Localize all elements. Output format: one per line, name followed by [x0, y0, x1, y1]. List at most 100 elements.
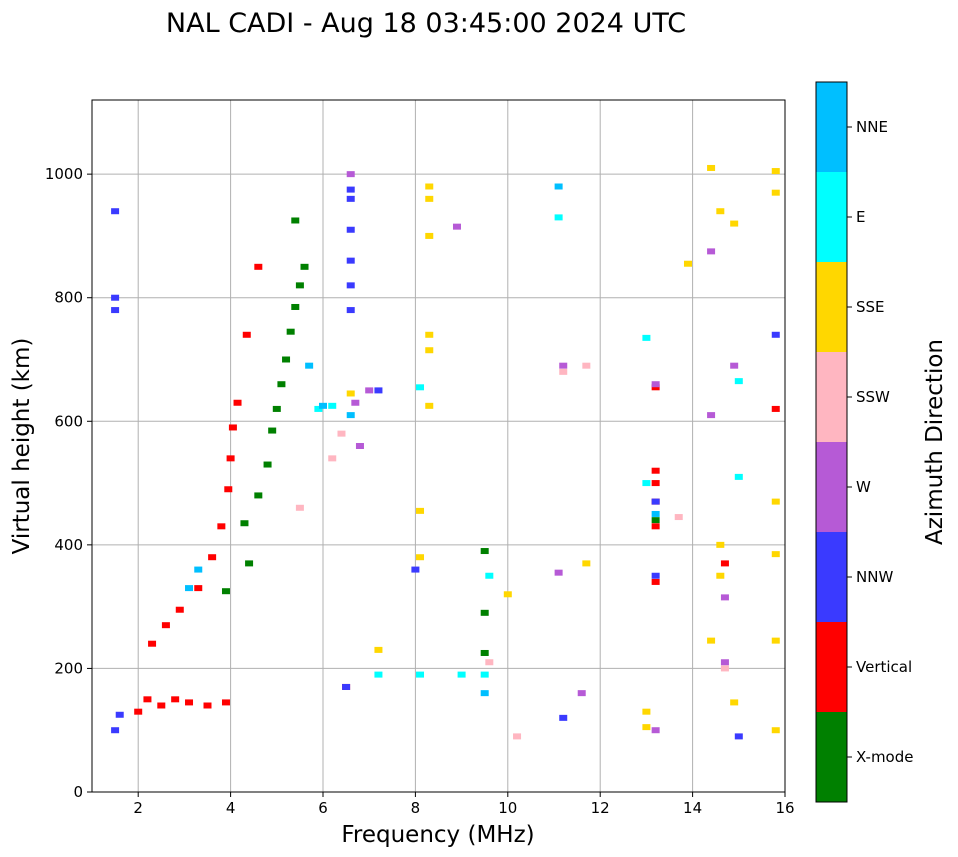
- colorbar-tick-label: NNE: [856, 118, 888, 136]
- point-nnw: [346, 257, 355, 264]
- point-nnw: [115, 711, 124, 718]
- point-e: [485, 572, 494, 579]
- point-sse: [642, 724, 651, 731]
- point-nnw: [346, 226, 355, 233]
- point-vertical: [175, 606, 184, 613]
- point-nnw: [346, 307, 355, 314]
- point-sse: [683, 260, 692, 267]
- data-points: [111, 164, 780, 740]
- point-sse: [771, 637, 780, 644]
- x-tick-label: 10: [498, 799, 517, 817]
- x-tick-label: 2: [133, 799, 143, 817]
- point-w: [351, 399, 360, 406]
- x-axis-label: Frequency (MHz): [341, 822, 534, 848]
- point-vertical: [720, 560, 729, 567]
- point-vertical: [194, 585, 203, 592]
- point-nnw: [346, 186, 355, 193]
- colorbar-tick-label: E: [856, 208, 865, 226]
- y-tick-label: 600: [54, 412, 83, 430]
- y-tick-label: 800: [54, 289, 83, 307]
- point-vertical: [651, 467, 660, 474]
- point-vertical: [217, 523, 226, 530]
- point-nne: [346, 412, 355, 419]
- point-w: [554, 569, 563, 576]
- point-w: [720, 659, 729, 666]
- point-sse: [771, 727, 780, 734]
- x-tick-label: 16: [775, 799, 794, 817]
- point-x-mode: [268, 427, 277, 434]
- point-vertical: [185, 699, 194, 706]
- x-tick-label: 8: [411, 799, 421, 817]
- point-sse: [374, 646, 383, 653]
- point-sse: [416, 554, 425, 561]
- point-vertical: [233, 399, 242, 406]
- gridlines: [92, 100, 786, 793]
- point-nnw: [346, 282, 355, 289]
- colorbar-frame: [815, 81, 848, 803]
- point-w: [577, 690, 586, 697]
- colorbar-swatch-nnw: [816, 532, 847, 622]
- point-w: [651, 381, 660, 388]
- colorbar-tick-label: W: [856, 478, 871, 496]
- y-axis-ticks: 0 200 400 600 800 1000: [45, 165, 92, 801]
- point-e: [416, 671, 425, 678]
- point-nnw: [559, 714, 568, 721]
- point-ssw: [295, 504, 304, 511]
- point-sse: [730, 699, 739, 706]
- point-x-mode: [291, 303, 300, 310]
- point-vertical: [771, 405, 780, 412]
- point-ssw: [582, 362, 591, 369]
- point-e: [314, 405, 323, 412]
- point-nnw: [342, 683, 351, 690]
- point-nne: [194, 566, 203, 573]
- point-nne: [185, 585, 194, 592]
- point-x-mode: [291, 217, 300, 224]
- point-vertical: [226, 455, 235, 462]
- point-vertical: [224, 486, 233, 493]
- point-sse: [425, 347, 434, 354]
- point-w: [707, 248, 716, 255]
- point-w: [707, 412, 716, 419]
- point-vertical: [221, 699, 230, 706]
- y-tick-label: 0: [73, 783, 83, 801]
- colorbar-swatch-w: [816, 442, 847, 532]
- point-sse: [425, 232, 434, 239]
- point-x-mode: [286, 328, 295, 335]
- point-sse: [716, 572, 725, 579]
- point-vertical: [254, 263, 263, 270]
- point-sse: [425, 195, 434, 202]
- point-e: [642, 334, 651, 341]
- point-vertical: [242, 331, 251, 338]
- point-ssw: [513, 733, 522, 740]
- point-nne: [305, 362, 314, 369]
- x-tick-label: 6: [318, 799, 328, 817]
- point-vertical: [161, 622, 170, 629]
- point-w: [730, 362, 739, 369]
- point-x-mode: [254, 492, 263, 499]
- point-sse: [771, 498, 780, 505]
- point-w: [720, 594, 729, 601]
- colorbar-swatch-nne: [816, 82, 847, 172]
- point-nne: [480, 690, 489, 697]
- point-e: [480, 671, 489, 678]
- point-nne: [554, 183, 563, 190]
- point-sse: [346, 390, 355, 397]
- colorbar-tick-label: SSW: [856, 388, 890, 406]
- point-x-mode: [245, 560, 254, 567]
- point-w: [346, 171, 355, 178]
- point-nne: [319, 402, 327, 409]
- point-e: [734, 473, 743, 480]
- colorbar-swatch-ssw: [816, 352, 847, 442]
- point-sse: [716, 208, 725, 215]
- colorbar-tick-label: X-mode: [856, 748, 913, 766]
- point-ssw: [328, 455, 337, 462]
- point-sse: [730, 220, 739, 227]
- point-e: [734, 378, 743, 385]
- point-e: [416, 384, 425, 391]
- point-sse: [425, 331, 434, 338]
- x-tick-label: 4: [226, 799, 236, 817]
- point-x-mode: [651, 517, 660, 524]
- x-tick-label: 12: [591, 799, 610, 817]
- colorbar-tick-label: NNW: [856, 568, 893, 586]
